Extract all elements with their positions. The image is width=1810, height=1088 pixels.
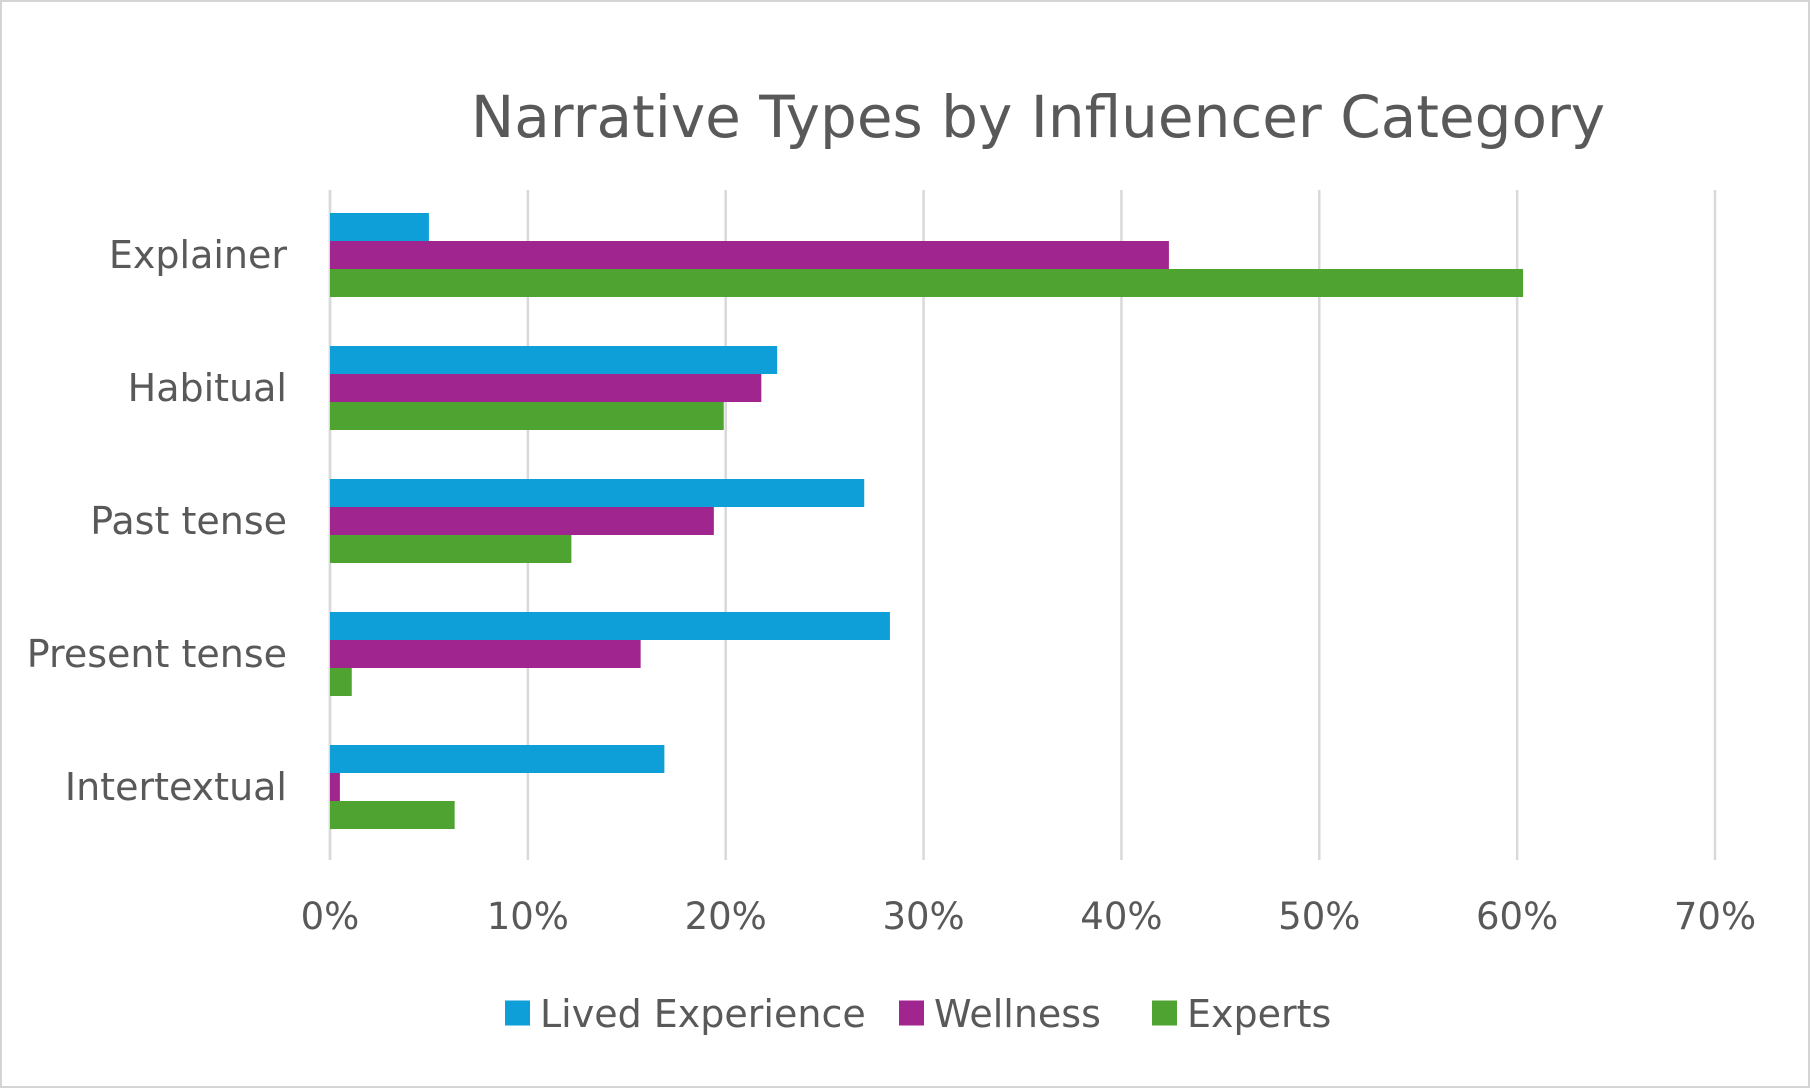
bar-intertextual-lived-experience — [330, 745, 665, 773]
bar-past-tense-wellness — [330, 507, 714, 535]
bar-habitual-lived-experience — [330, 346, 778, 374]
x-tick-label: 30% — [882, 895, 964, 938]
x-tick-label: 60% — [1476, 895, 1558, 938]
x-tick-label: 20% — [685, 895, 767, 938]
bar-habitual-wellness — [330, 374, 762, 402]
legend-swatch-experts — [1152, 1000, 1177, 1026]
bar-explainer-experts — [330, 269, 1524, 297]
legend-label: Wellness — [934, 992, 1101, 1036]
legend: Lived Experience Wellness Experts — [505, 992, 1331, 1036]
category-label: Explainer — [109, 233, 287, 277]
x-tick-label: 70% — [1674, 895, 1756, 938]
category-label: Intertextual — [65, 765, 287, 809]
category-label: Present tense — [27, 632, 287, 676]
legend-label: Experts — [1187, 992, 1331, 1036]
bar-present-tense-lived-experience — [330, 612, 890, 640]
legend-label: Lived Experience — [540, 992, 866, 1036]
bar-present-tense-experts — [330, 668, 352, 696]
x-tick-label: 40% — [1080, 895, 1162, 938]
bar-explainer-wellness — [330, 241, 1169, 269]
x-tick-label: 50% — [1278, 895, 1360, 938]
x-axis-tick-labels: 0% 10% 20% 30% 40% 50% 60% 70% — [301, 895, 1756, 938]
category-label: Habitual — [128, 366, 287, 410]
bars — [330, 213, 1524, 829]
bar-habitual-experts — [330, 402, 724, 430]
legend-swatch-lived-experience — [505, 1000, 530, 1026]
bar-present-tense-wellness — [330, 640, 641, 668]
bar-past-tense-lived-experience — [330, 479, 865, 507]
chart-title: Narrative Types by Influencer Category — [471, 83, 1605, 151]
x-tick-label: 0% — [301, 895, 360, 938]
legend-swatch-wellness — [899, 1000, 924, 1026]
bar-explainer-lived-experience — [330, 213, 429, 241]
bar-intertextual-wellness — [330, 773, 340, 801]
bar-intertextual-experts — [330, 801, 455, 829]
bar-past-tense-experts — [330, 535, 572, 563]
category-labels: Explainer Habitual Past tense Present tense… — [27, 233, 288, 809]
x-tick-label: 10% — [487, 895, 569, 938]
category-label: Past tense — [90, 499, 287, 543]
